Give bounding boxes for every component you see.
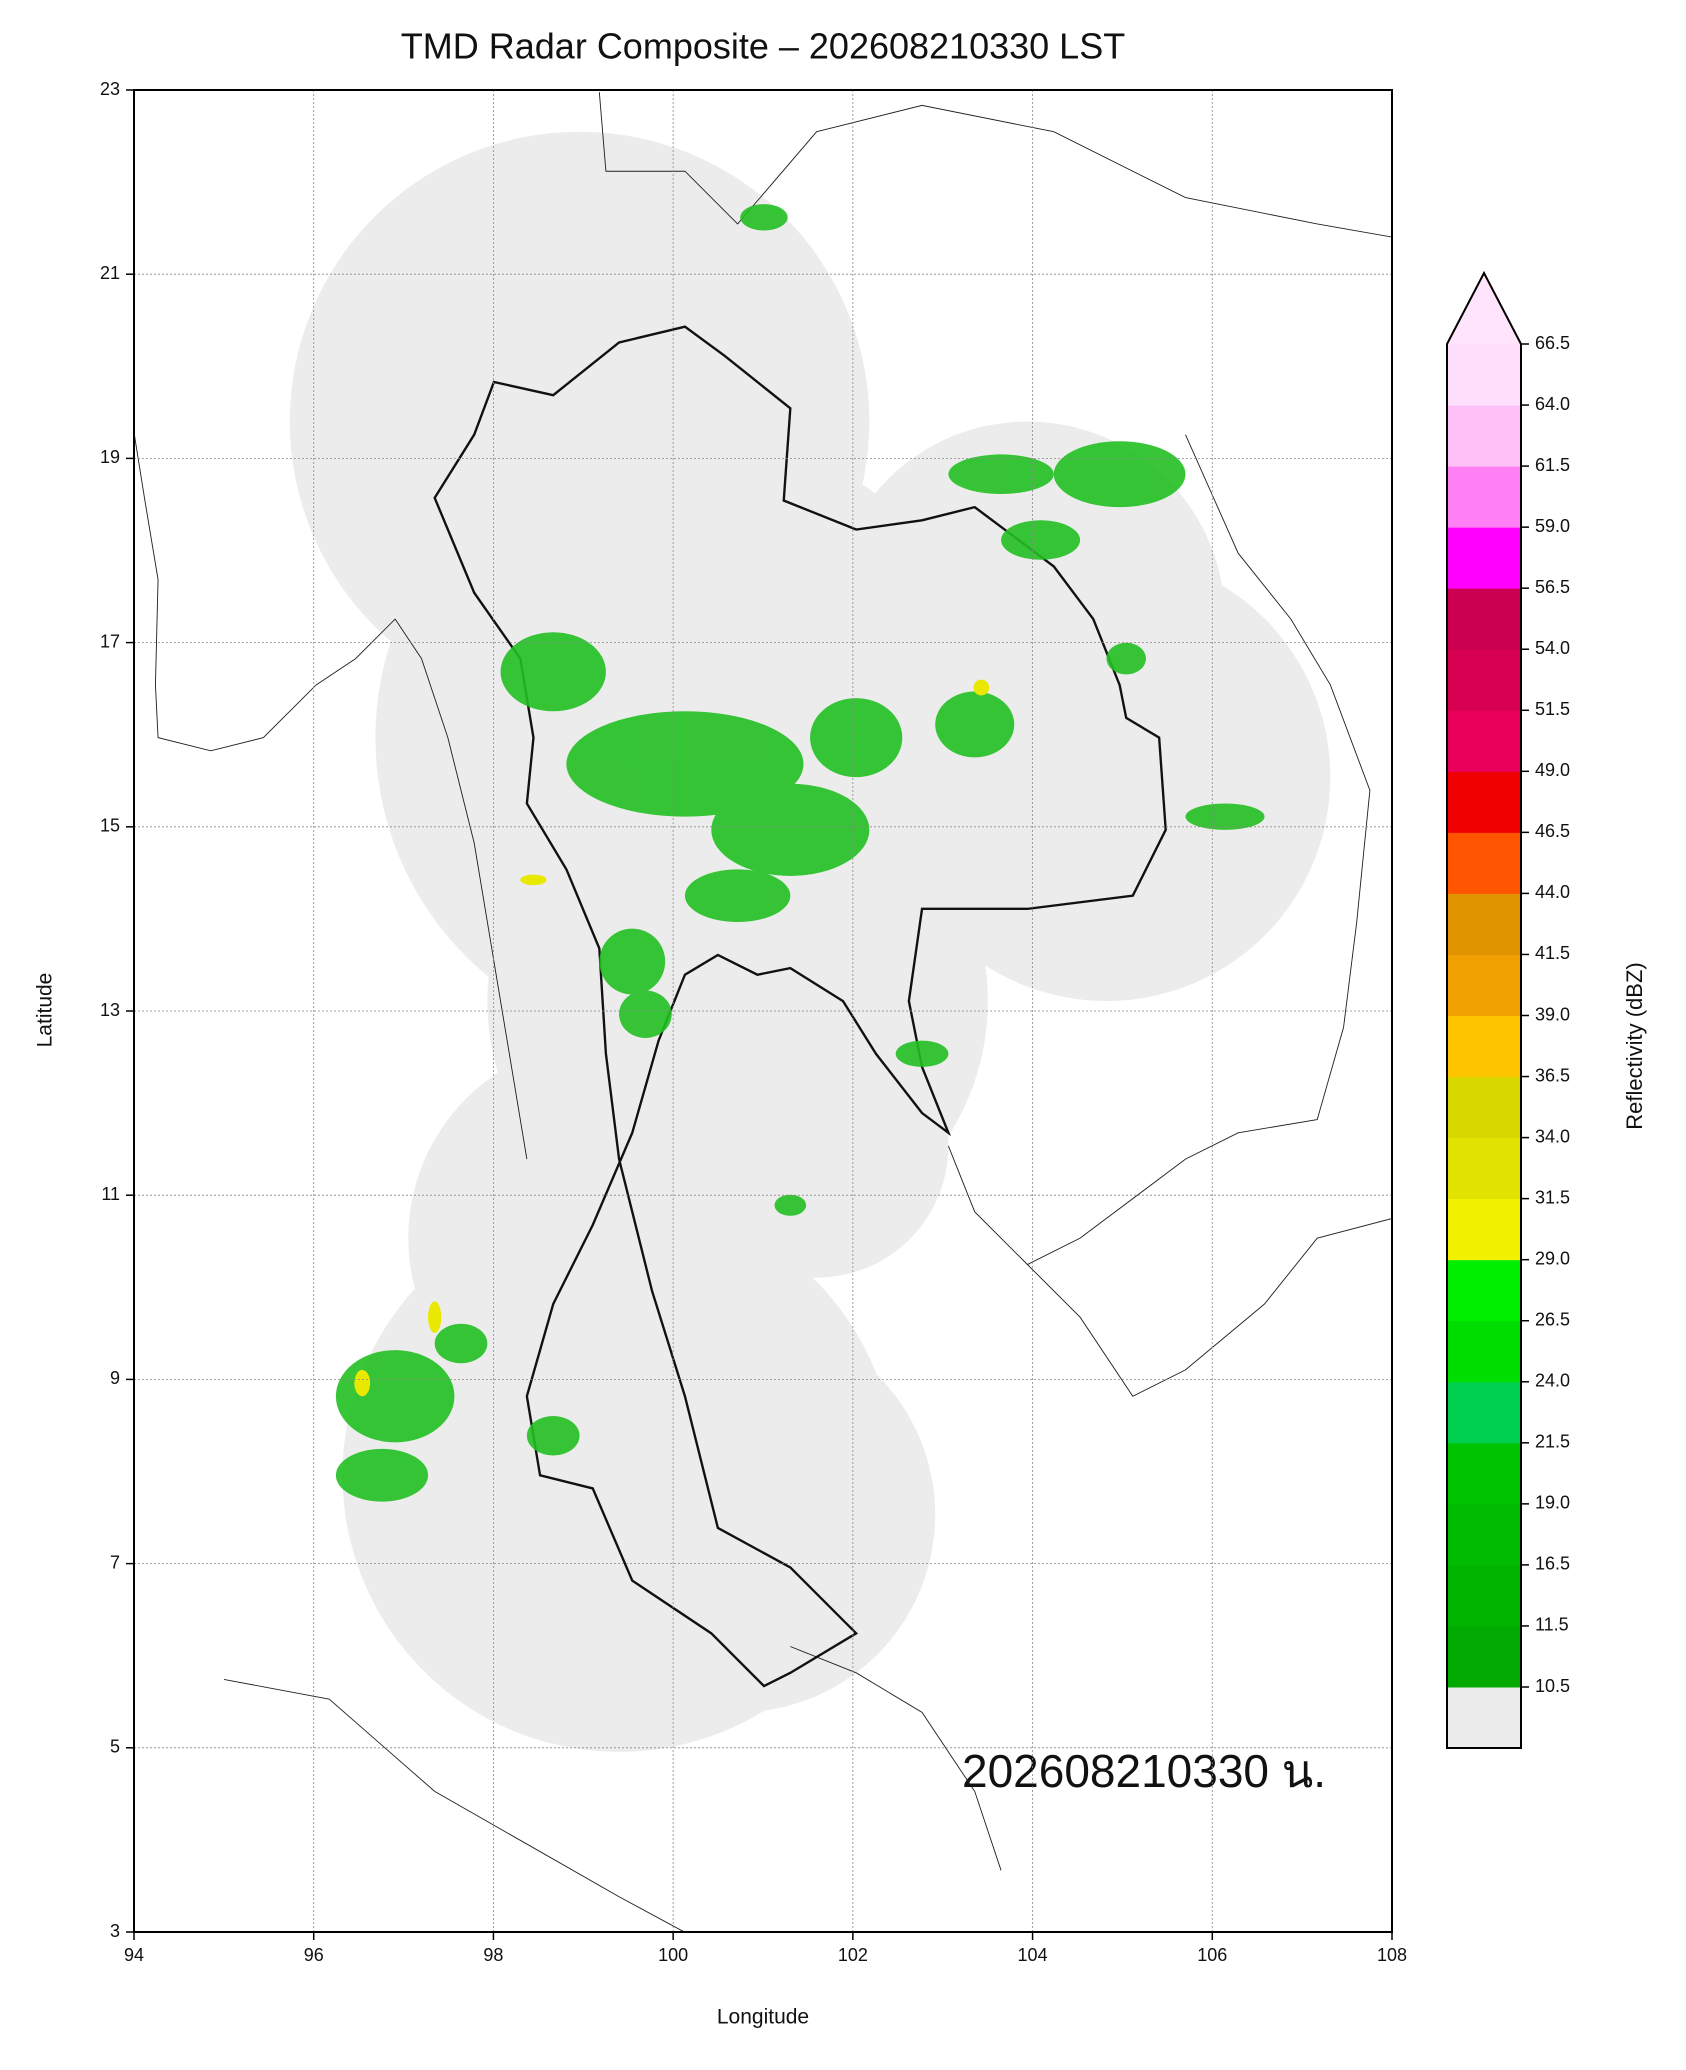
colorbar-segment (1447, 344, 1521, 406)
colorbar-under (1447, 1687, 1521, 1749)
colorbar-tick-label: 10.5 (1535, 1676, 1570, 1696)
colorbar-tick-label: 41.5 (1535, 943, 1570, 963)
y-tick-label: 17 (100, 631, 120, 651)
colorbar-segment (1447, 1015, 1521, 1078)
colorbar-segment (1447, 1076, 1521, 1139)
colorbar-tick-label: 54.0 (1535, 638, 1570, 658)
annotation: 202608210330 น. (962, 1745, 1326, 1797)
y-tick-label: 5 (110, 1737, 120, 1757)
colorbar-extend (1447, 273, 1521, 344)
colorbar-segment (1447, 1320, 1521, 1383)
x-tick-label: 96 (304, 1945, 324, 1965)
colorbar-segment (1447, 1442, 1521, 1505)
y-tick-label: 3 (110, 1921, 120, 1941)
y-axis-label: Latitude (34, 973, 57, 1048)
colorbar-tick-label: 29.0 (1535, 1248, 1570, 1268)
y-tick-label: 13 (100, 1000, 120, 1020)
map-layer (134, 92, 1392, 1932)
x-tick-label: 100 (658, 1945, 688, 1965)
colorbar-tick-label: 64.0 (1535, 394, 1570, 414)
colorbar-tick-label: 36.5 (1535, 1065, 1570, 1085)
x-tick-label: 102 (838, 1945, 868, 1965)
colorbar-tick-label: 39.0 (1535, 1004, 1570, 1024)
colorbar-segment (1447, 1198, 1521, 1261)
colorbar-segment (1447, 466, 1521, 528)
colorbar-segment (1447, 649, 1521, 711)
radar-echo (335, 204, 1265, 1502)
colorbar-tick-label: 61.5 (1535, 455, 1570, 475)
colorbar-segment (1447, 1564, 1521, 1627)
colorbar-segment (1447, 771, 1521, 833)
colorbar-segment (1447, 1381, 1521, 1444)
radar-coverage (289, 131, 1331, 1752)
colorbar-tick-label: 31.5 (1535, 1187, 1570, 1207)
colorbar-segment (1447, 1503, 1521, 1566)
colorbar-segment (1447, 954, 1521, 1016)
colorbar-segment (1447, 832, 1521, 894)
colorbar-label: Reflectivity (dBZ) (1622, 962, 1647, 1129)
colorbar-tick-label: 49.0 (1535, 760, 1570, 780)
colorbar-tick-label: 11.5 (1535, 1615, 1569, 1635)
x-axis-label: Longitude (717, 2006, 809, 2029)
x-tick-label: 106 (1197, 1945, 1227, 1965)
colorbar-tick-label: 56.5 (1535, 577, 1570, 597)
colorbar-tick-label: 44.0 (1535, 882, 1570, 902)
colorbar-segment (1447, 893, 1521, 955)
colorbar-tick-label: 59.0 (1535, 516, 1570, 536)
y-tick-label: 15 (100, 816, 120, 836)
colorbar-segment (1447, 1137, 1521, 1200)
colorbar-segment (1447, 588, 1521, 650)
y-tick-label: 19 (100, 447, 120, 467)
colorbar-segment (1447, 527, 1521, 589)
colorbar-tick-label: 46.5 (1535, 821, 1570, 841)
colorbar-tick-label: 26.5 (1535, 1309, 1570, 1329)
colorbar-segment (1447, 710, 1521, 772)
y-tick-label: 11 (101, 1184, 120, 1204)
chart-title: TMD Radar Composite – 202608210330 LST (401, 26, 1125, 67)
x-tick-label: 98 (483, 1945, 503, 1965)
colorbar-outline (1446, 270, 1522, 1750)
colorbar-tick-label: 24.0 (1535, 1371, 1570, 1391)
x-tick-label: 108 (1377, 1945, 1407, 1965)
radar-echo (354, 679, 990, 1397)
colorbar-tick-label: 16.5 (1535, 1554, 1570, 1574)
y-tick-label: 9 (110, 1368, 120, 1388)
country-border (433, 325, 1167, 1688)
coastline (134, 92, 1392, 1932)
colorbar-segment (1447, 1625, 1521, 1688)
y-tick-label: 21 (100, 263, 120, 283)
colorbar-tick-label: 19.0 (1535, 1493, 1570, 1513)
colorbar-tick-label: 34.0 (1535, 1126, 1570, 1146)
colorbar-tick-label: 21.5 (1535, 1432, 1570, 1452)
colorbar-tick-label: 51.5 (1535, 699, 1570, 719)
y-tick-label: 7 (110, 1552, 120, 1572)
colorbar-segment (1447, 1259, 1521, 1322)
colorbar-segment (1447, 405, 1521, 467)
colorbar-tick-label: 66.5 (1535, 333, 1570, 353)
x-tick-label: 94 (124, 1945, 144, 1965)
x-tick-label: 104 (1018, 1945, 1048, 1965)
y-tick-label: 23 (100, 79, 120, 99)
